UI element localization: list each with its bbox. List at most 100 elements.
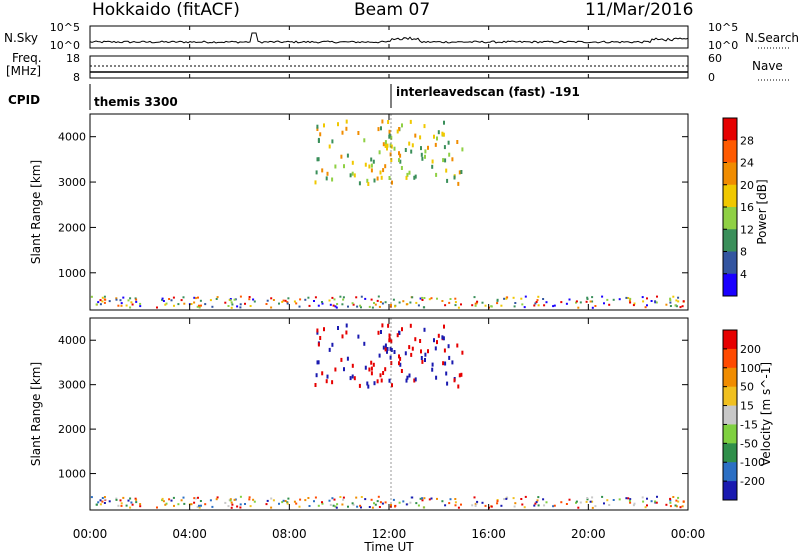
power-cell bbox=[409, 301, 412, 304]
power-cell bbox=[374, 303, 377, 306]
power-cell bbox=[386, 143, 389, 148]
power-cell bbox=[368, 164, 371, 169]
power-cell bbox=[675, 305, 678, 308]
power-cell bbox=[180, 299, 183, 302]
power-cell bbox=[476, 300, 479, 303]
nsearch-label: N.Search bbox=[745, 31, 800, 45]
power-colorbar-tick: 28 bbox=[740, 134, 754, 147]
power-cell bbox=[332, 304, 335, 307]
power-cell bbox=[677, 296, 680, 299]
power-colorbar-swatch bbox=[723, 229, 737, 252]
power-cell bbox=[553, 304, 556, 307]
power-cell bbox=[234, 298, 237, 301]
power-cell bbox=[227, 305, 230, 307]
power-cell bbox=[384, 301, 387, 304]
power-cell bbox=[364, 162, 367, 167]
power-cell bbox=[388, 176, 391, 180]
power-cell bbox=[135, 298, 138, 301]
power-cell bbox=[345, 126, 348, 131]
power-cell bbox=[190, 303, 193, 305]
power-cell bbox=[313, 300, 315, 302]
power-cell bbox=[484, 304, 487, 307]
power-cell bbox=[390, 303, 392, 306]
power-cell bbox=[134, 297, 137, 300]
power-cell bbox=[669, 299, 672, 302]
power-cell bbox=[162, 300, 165, 302]
power-cell bbox=[316, 124, 319, 129]
power-cell bbox=[460, 303, 462, 306]
power-cell bbox=[325, 176, 328, 181]
power-colorbar-swatch bbox=[723, 162, 737, 186]
power-cell bbox=[337, 122, 339, 127]
power-cell bbox=[182, 296, 185, 299]
power-cell bbox=[165, 302, 168, 305]
power-cell bbox=[461, 147, 464, 152]
power-colorbar-swatch bbox=[723, 140, 737, 163]
power-cell bbox=[265, 303, 268, 305]
power-cell bbox=[441, 300, 444, 302]
power-cell bbox=[506, 296, 509, 299]
power-cell bbox=[646, 304, 648, 307]
power-cell bbox=[164, 303, 167, 306]
power-cell bbox=[351, 302, 354, 305]
velocity-heatmap bbox=[90, 323, 685, 509]
power-cell bbox=[328, 144, 331, 149]
power-cell bbox=[474, 304, 477, 307]
power-cell bbox=[627, 297, 630, 299]
power-cell bbox=[589, 300, 592, 303]
power-cell bbox=[376, 299, 379, 302]
nave-label: Nave bbox=[752, 59, 783, 73]
power-cell bbox=[433, 134, 435, 139]
power-cell bbox=[435, 172, 438, 177]
power-cell bbox=[231, 303, 234, 306]
power-cell bbox=[317, 139, 320, 143]
power-cell bbox=[286, 302, 289, 305]
power-ytick-label: 4000 bbox=[58, 131, 86, 144]
power-cell bbox=[424, 149, 427, 154]
power-cell bbox=[388, 129, 391, 134]
power-cell bbox=[317, 157, 320, 162]
power-cell bbox=[560, 301, 563, 304]
power-cell bbox=[130, 301, 133, 304]
power-cell bbox=[390, 144, 393, 149]
power-cell bbox=[665, 303, 668, 306]
power-cell bbox=[542, 298, 545, 300]
power-cell bbox=[161, 297, 164, 300]
power-cell bbox=[423, 297, 426, 299]
power-cell bbox=[646, 297, 648, 300]
power-cell bbox=[173, 304, 175, 307]
power-cell bbox=[353, 173, 356, 178]
power-cell bbox=[358, 181, 361, 186]
cpid-label: CPID bbox=[8, 93, 41, 107]
power-cell bbox=[248, 298, 251, 301]
power-cell bbox=[253, 300, 256, 303]
power-cell bbox=[161, 298, 164, 301]
freq-label: Freq. bbox=[12, 51, 42, 65]
power-colorbar-tick: 12 bbox=[740, 223, 754, 236]
power-cell bbox=[457, 181, 460, 186]
power-cell bbox=[669, 301, 672, 304]
power-ytick-label: 3000 bbox=[58, 176, 86, 189]
power-cell bbox=[586, 296, 589, 299]
power-cell bbox=[380, 175, 383, 180]
freq-panel: 18 8 60 0 bbox=[66, 52, 790, 84]
power-cell bbox=[473, 296, 476, 299]
power-cell bbox=[209, 299, 212, 302]
power-cell bbox=[304, 298, 307, 301]
power-cell bbox=[99, 303, 102, 306]
power-cell bbox=[448, 301, 451, 304]
freq-unit-label: [MHz] bbox=[6, 64, 42, 78]
power-cell bbox=[340, 154, 343, 159]
power-cell bbox=[197, 296, 199, 299]
power-cell bbox=[398, 127, 401, 131]
power-cell bbox=[384, 164, 387, 169]
power-cell bbox=[103, 298, 106, 301]
power-cell bbox=[677, 300, 680, 303]
power-cell bbox=[437, 130, 440, 135]
power-cell bbox=[230, 306, 233, 309]
power-cell bbox=[496, 302, 499, 305]
power-cell bbox=[379, 301, 382, 303]
power-cell bbox=[505, 297, 508, 300]
power-cell bbox=[236, 305, 239, 308]
power-cell bbox=[103, 295, 106, 298]
